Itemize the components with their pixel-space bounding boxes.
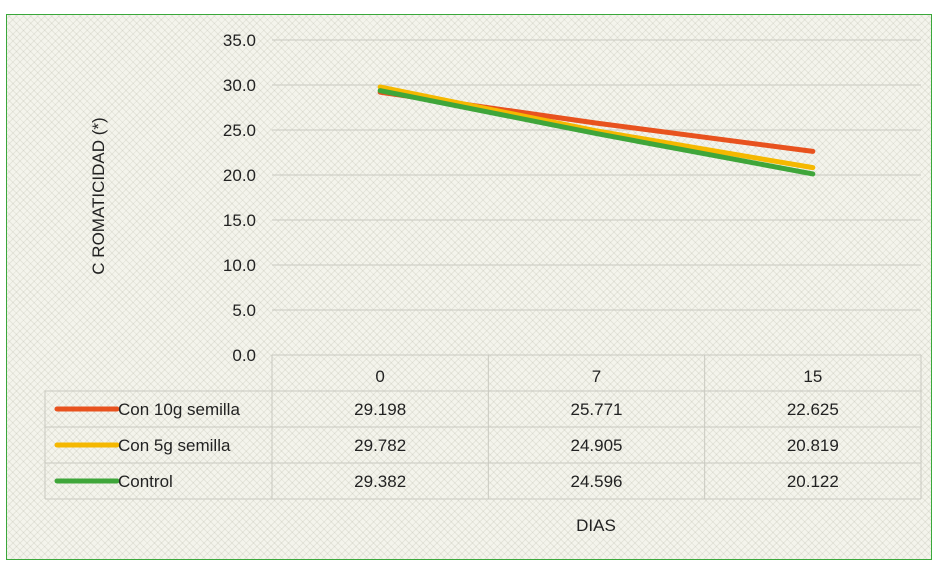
y-tick-labels: 35.0 30.0 25.0 20.0 15.0 10.0 5.0 0.0 [223, 31, 256, 365]
y-tick-label: 30.0 [223, 76, 256, 95]
data-label: 29.782 [354, 436, 406, 455]
data-label: 20.819 [787, 436, 839, 455]
x-tick-label: 15 [803, 367, 822, 386]
y-tick-label: 25.0 [223, 121, 256, 140]
y-tick-label: 15.0 [223, 211, 256, 230]
y-tick-label: 35.0 [223, 31, 256, 50]
data-table: 0 7 15 Con 10g semilla 29.198 25.771 22.625 Con… [44, 355, 922, 500]
data-label: 29.198 [354, 400, 406, 419]
data-label: 22.625 [787, 400, 839, 419]
legend-label: Con 5g semilla [118, 436, 231, 455]
legend-label: Control [118, 472, 173, 491]
x-tick-label: 0 [375, 367, 384, 386]
data-label: 24.596 [571, 472, 623, 491]
y-tick-label: 10.0 [223, 256, 256, 275]
series-line [377, 88, 816, 177]
series-lines [377, 84, 816, 177]
data-label: 24.905 [571, 436, 623, 455]
legend-label: Con 10g semilla [118, 400, 240, 419]
data-label: 20.122 [787, 472, 839, 491]
x-tick-label: 7 [592, 367, 601, 386]
series-line [377, 84, 816, 171]
data-label: 25.771 [571, 400, 623, 419]
y-tick-label: 5.0 [232, 301, 256, 320]
gridlines [272, 39, 921, 356]
y-axis-title: C ROMATICIDAD (*) [89, 117, 108, 274]
y-tick-label: 0.0 [232, 346, 256, 365]
x-axis-title: DIAS [576, 516, 616, 535]
data-label: 29.382 [354, 472, 406, 491]
y-tick-label: 20.0 [223, 166, 256, 185]
